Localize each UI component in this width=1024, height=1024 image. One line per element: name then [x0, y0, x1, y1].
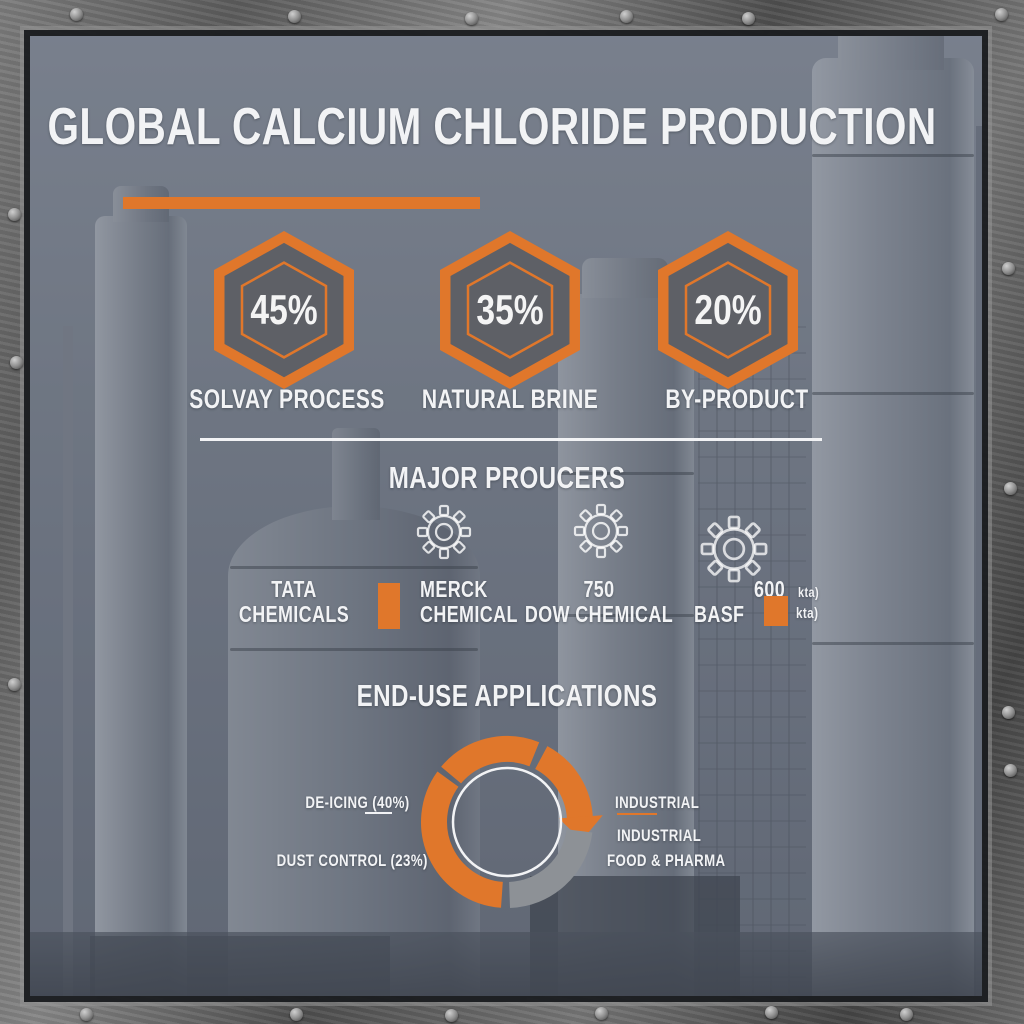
hexagon-value: 35% — [476, 288, 543, 334]
ring-segment — [441, 736, 540, 784]
producer-name-line: TATA — [271, 576, 317, 602]
hexagon-inner-outline — [466, 261, 554, 359]
tank-stack — [332, 428, 380, 520]
inner-circle-outline — [451, 766, 563, 878]
hexagon-label-byproduct: BY-PRODUCT — [665, 384, 809, 414]
rivet — [10, 356, 23, 369]
hexagon-inner-outline — [240, 261, 328, 359]
column-cap — [582, 258, 668, 298]
hexagon-badge-byproduct: 20% — [658, 231, 798, 389]
rivet — [1004, 764, 1017, 777]
section-divider — [200, 438, 822, 441]
platform-rail — [812, 392, 974, 395]
ring-segment — [421, 771, 504, 908]
photo-tint-overlay — [30, 36, 982, 996]
orange-bar-marker — [764, 596, 788, 626]
industrial-pointer-line — [617, 813, 657, 815]
rivet — [445, 1009, 458, 1022]
rivet — [465, 12, 478, 25]
ring-arrowhead — [558, 815, 603, 841]
hexagon-fill — [668, 242, 788, 378]
capacity-unit: kta) — [797, 584, 819, 600]
distillation-column-left — [95, 216, 187, 996]
deicing-pointer-line — [365, 812, 392, 814]
rivet — [290, 1008, 303, 1021]
gear-icon — [700, 515, 768, 583]
producer-name-line: CHEMICALS — [238, 601, 350, 627]
dome-tank — [228, 506, 480, 996]
foreground-shadow — [30, 932, 982, 996]
hexagon-badge-solvay: 45% — [214, 231, 354, 389]
rivet — [595, 1007, 608, 1020]
title-underline — [123, 197, 480, 209]
rivet — [620, 10, 633, 23]
hexagon-value: 20% — [694, 288, 761, 334]
gear-icon — [416, 504, 472, 560]
producer-tata: TATA CHEMICALS — [223, 577, 364, 627]
rivet — [995, 8, 1008, 21]
ring-segment — [508, 828, 593, 908]
platform-rail — [558, 472, 694, 475]
producer-dow: 750 DOW CHEMICAL — [504, 577, 694, 627]
hexagon-fill — [224, 242, 344, 378]
rivet — [8, 678, 21, 691]
producer-name-line: MERCK — [420, 576, 488, 602]
rivet — [70, 8, 83, 21]
orange-bar-marker — [378, 583, 400, 629]
rivet — [1002, 262, 1015, 275]
hexagon-badge-brine: 35% — [440, 231, 580, 389]
producer-basf: BASF — [694, 601, 745, 627]
rivet — [742, 12, 755, 25]
hexagon-value: 45% — [250, 288, 317, 334]
rivet — [8, 208, 21, 221]
rivet — [900, 1008, 913, 1021]
donut-label-food-pharma: FOOD & PHARMA — [607, 851, 726, 870]
platform-rail — [558, 614, 694, 617]
producer-name-line: CHEMICAL — [420, 601, 518, 627]
pipe-column — [63, 326, 73, 996]
ring-segment — [534, 746, 593, 821]
donut-label-industrial-2: INDUSTRIAL — [617, 826, 702, 845]
platform-rail — [812, 154, 974, 157]
rivet — [765, 1006, 778, 1019]
page-title: GLOBAL CALCIUM CHLORIDE PRODUCTION — [47, 98, 937, 156]
hexagon-label-solvay: SOLVAY PROCESS — [189, 384, 385, 414]
capacity-unit-2: kta) — [796, 605, 819, 622]
rivet — [288, 10, 301, 23]
background-column — [976, 126, 982, 996]
background-photo — [30, 36, 982, 996]
producer-value: 750 — [583, 576, 615, 602]
distillation-column-right — [812, 58, 974, 996]
end-use-donut-chart — [421, 736, 603, 908]
donut-label-industrial-1: INDUSTRIAL — [615, 793, 700, 812]
rivet — [1002, 706, 1015, 719]
column-cap — [838, 36, 944, 70]
producer-merck: MERCK CHEMICAL — [420, 577, 545, 627]
donut-label-deicing: DE-ICING (40%) — [305, 793, 410, 812]
rivet — [1004, 482, 1017, 495]
donut-label-dust-control: DUST CONTROL (23%) — [276, 851, 428, 870]
hexagon-fill — [450, 242, 570, 378]
gear-icon — [573, 503, 629, 559]
rivet — [80, 1008, 93, 1021]
producers-heading: MAJOR PROUCERS — [388, 460, 626, 495]
platform-rail — [812, 642, 974, 645]
producer-name-line: DOW CHEMICAL — [524, 601, 674, 627]
platform-rail — [230, 648, 478, 651]
platform-rail — [230, 566, 478, 569]
applications-heading: END-USE APPLICATIONS — [356, 678, 658, 713]
hexagon-label-brine: NATURAL BRINE — [421, 384, 599, 414]
hexagon-inner-outline — [684, 261, 772, 359]
